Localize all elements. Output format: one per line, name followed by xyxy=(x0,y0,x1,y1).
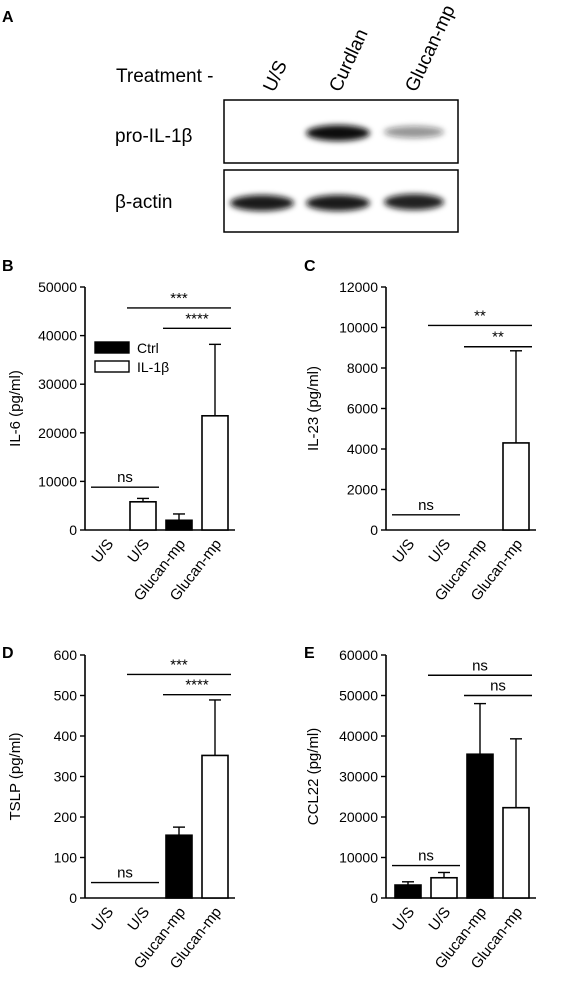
y-tick-label: 60000 xyxy=(339,647,378,663)
significance-label: ** xyxy=(474,307,486,324)
y-tick-label: 200 xyxy=(54,809,78,825)
y-tick-label: 10000 xyxy=(38,473,77,489)
significance-label: ** xyxy=(492,329,504,346)
bar xyxy=(201,414,229,531)
bar xyxy=(430,876,458,899)
y-tick-label: 8000 xyxy=(347,360,378,376)
blot-label-pro-il1b: pro-IL-1β xyxy=(115,126,193,147)
y-tick-label: 50000 xyxy=(38,279,77,295)
chart-c-il23: 0 2000 4000 6000 8000 10000 12000 IL-23 (pg/ml)… xyxy=(305,279,536,604)
category-label: U/S xyxy=(389,536,418,566)
y-axis-label: TSLP (pg/ml) xyxy=(7,732,24,820)
y-axis-label: IL-6 (pg/ml) xyxy=(7,370,24,447)
y-axis-label: IL-23 (pg/ml) xyxy=(305,366,322,451)
chart-b-il6: 0 10000 20000 30000 40000 50000 IL-6 (pg/ml) U/… xyxy=(7,279,235,604)
bar xyxy=(165,834,193,899)
y-tick-label: 30000 xyxy=(38,376,77,392)
y-tick-label: 2000 xyxy=(347,482,378,498)
y-tick-label: 10000 xyxy=(339,850,378,866)
blot-band xyxy=(384,194,444,210)
significance-label: *** xyxy=(170,290,188,307)
category-label: U/S xyxy=(425,904,454,934)
panel-label-c: C xyxy=(304,258,316,275)
y-tick-label: 4000 xyxy=(347,441,378,457)
panel-label-d: D xyxy=(2,645,14,662)
lane-label-curdlan: Curdlan xyxy=(325,26,372,95)
lane-label-glucan: Glucan-mp xyxy=(401,2,459,95)
significance-label: ns xyxy=(490,678,506,695)
y-tick-label: 400 xyxy=(54,728,78,744)
bar xyxy=(201,754,229,899)
y-tick-label: 40000 xyxy=(38,328,77,344)
y-axis-label: CCL22 (pg/ml) xyxy=(305,728,322,826)
bar xyxy=(129,501,157,531)
bar xyxy=(394,884,422,899)
legend-swatch xyxy=(94,341,130,354)
category-label: U/S xyxy=(389,904,418,934)
blot-band xyxy=(232,126,292,140)
y-tick-label: 100 xyxy=(54,850,78,866)
bar xyxy=(466,753,494,899)
y-tick-label: 500 xyxy=(54,688,78,704)
significance-label: **** xyxy=(185,677,209,694)
bar xyxy=(165,519,193,531)
y-tick-label: 50000 xyxy=(339,688,378,704)
category-label: U/S xyxy=(124,904,153,934)
significance-label: **** xyxy=(185,310,209,327)
significance-label: ns xyxy=(472,657,488,674)
y-tick-label: 10000 xyxy=(339,320,378,336)
significance-label: *** xyxy=(170,656,188,673)
lane-label-us: U/S xyxy=(259,58,291,96)
bar xyxy=(502,806,530,899)
category-label: U/S xyxy=(425,536,454,566)
blot-label-beta-actin: β-actin xyxy=(115,192,172,213)
legend-label: Ctrl xyxy=(137,340,159,356)
blot-band xyxy=(230,195,294,211)
significance-label: ns xyxy=(117,865,133,882)
y-tick-label: 40000 xyxy=(339,728,378,744)
panel-label-a: A xyxy=(2,9,14,26)
panel-label-b: B xyxy=(2,258,14,275)
y-tick-label: 0 xyxy=(69,890,77,906)
y-tick-label: 6000 xyxy=(347,401,378,417)
category-label: U/S xyxy=(124,536,153,566)
category-label: U/S xyxy=(88,536,117,566)
blot-band xyxy=(306,125,370,141)
y-tick-label: 20000 xyxy=(38,425,77,441)
y-tick-label: 30000 xyxy=(339,769,378,785)
y-tick-label: 0 xyxy=(370,890,378,906)
y-tick-label: 600 xyxy=(54,647,78,663)
significance-label: ns xyxy=(117,469,133,486)
y-tick-label: 20000 xyxy=(339,809,378,825)
chart-e-ccl22: 0 10000 20000 30000 40000 50000 60000 CCL22 (pg… xyxy=(305,647,536,972)
legend-label: IL-1β xyxy=(137,359,169,375)
significance-label: ns xyxy=(418,497,434,514)
blot-band xyxy=(306,195,370,211)
blot-band xyxy=(384,126,444,138)
significance-label: ns xyxy=(418,848,434,865)
y-tick-label: 300 xyxy=(54,769,78,785)
y-tick-label: 0 xyxy=(69,522,77,538)
legend-swatch xyxy=(94,360,130,373)
category-label: U/S xyxy=(88,904,117,934)
treatment-label: Treatment - xyxy=(116,66,214,87)
panel-label-e: E xyxy=(304,645,315,662)
bar xyxy=(502,442,530,531)
y-tick-label: 12000 xyxy=(339,279,378,295)
y-tick-label: 0 xyxy=(370,522,378,538)
